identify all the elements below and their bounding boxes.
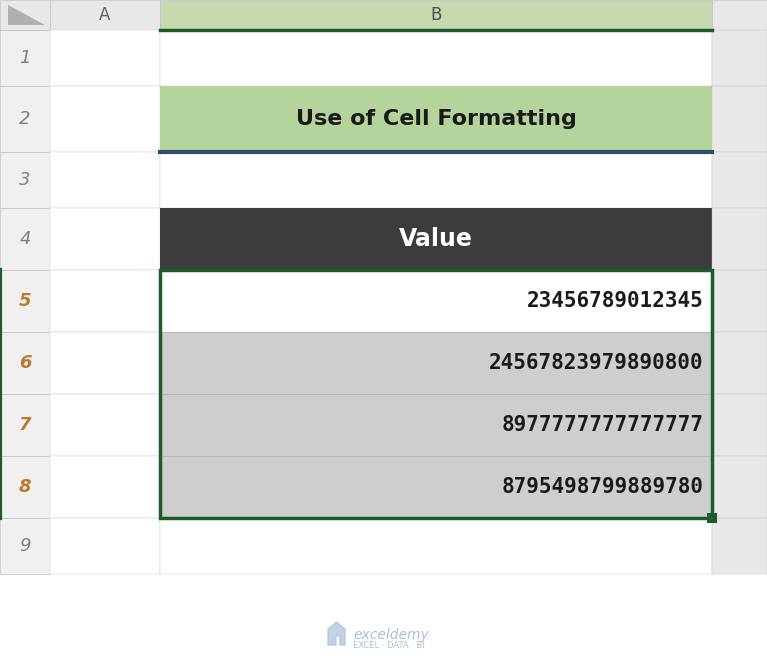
Bar [50,332,160,394]
Text: Use of Cell Formatting: Use of Cell Formatting [295,109,577,129]
Text: 8: 8 [18,478,31,496]
Text: A: A [99,6,110,24]
Text: exceldemy: exceldemy [353,628,429,642]
Bar [0,30,50,86]
Bar [50,456,160,518]
Bar [0,270,50,332]
Bar [0,456,50,518]
Text: 8977777777777777: 8977777777777777 [502,415,704,435]
Text: 1: 1 [19,49,31,67]
Bar [0,86,50,152]
Bar [160,270,712,518]
Text: 4: 4 [19,230,31,248]
Bar [160,0,712,30]
Bar [50,208,160,270]
Bar [160,30,712,86]
Bar [0,152,50,208]
Bar [160,518,712,574]
Bar [712,332,767,394]
Bar [712,152,767,208]
Bar [160,332,712,394]
Bar [50,152,160,208]
Bar [712,208,767,270]
Text: B: B [430,6,442,24]
Bar [50,86,160,152]
Bar [712,456,767,518]
Bar [0,332,50,394]
Bar [712,0,767,30]
Bar [50,30,160,86]
Bar [160,394,712,456]
Text: 5: 5 [18,292,31,310]
Bar [712,394,767,456]
Bar [160,270,712,332]
Text: 6: 6 [18,354,31,372]
Bar [0,518,50,574]
Text: 3: 3 [19,171,31,189]
Polygon shape [328,622,345,645]
Bar [50,0,160,30]
Bar [50,518,160,574]
Text: 7: 7 [18,416,31,434]
Text: 24567823979890800: 24567823979890800 [489,353,704,373]
Text: Value: Value [399,227,473,251]
Polygon shape [8,5,45,25]
Text: 23456789012345: 23456789012345 [527,291,704,311]
Bar [707,513,717,523]
Bar [160,456,712,518]
Text: 9: 9 [19,537,31,555]
Bar [0,208,50,270]
Bar [712,518,767,574]
Bar [160,152,712,208]
Bar [0,394,50,456]
Bar [160,86,712,152]
Bar [50,394,160,456]
Bar [712,86,767,152]
Text: EXCEL · DATA · BI: EXCEL · DATA · BI [353,642,425,650]
Bar [712,30,767,86]
Text: 2: 2 [19,110,31,128]
Text: 8795498799889780: 8795498799889780 [502,477,704,497]
Bar [0,0,50,30]
Bar [50,270,160,332]
Bar [712,270,767,332]
Bar [160,208,712,270]
